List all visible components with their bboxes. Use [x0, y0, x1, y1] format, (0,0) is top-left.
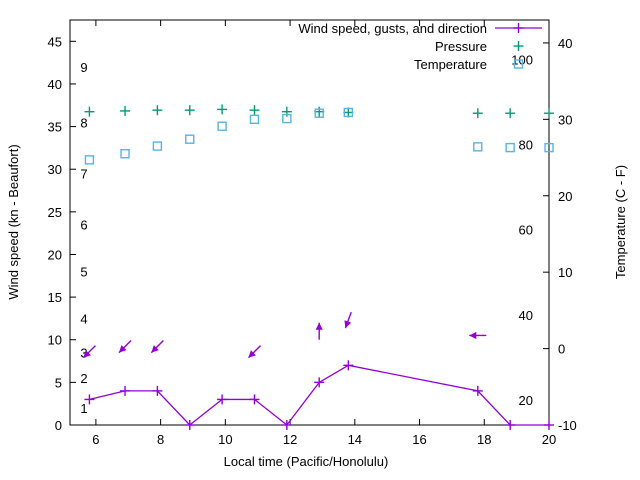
beaufort-scale-labels: 1 2 3 4 5 6 7 8 9 — [80, 60, 87, 416]
square-marker — [314, 108, 324, 118]
tick-label: 0 — [55, 418, 62, 433]
wind-direction-arrows — [82, 311, 487, 359]
y-axis-title: Wind speed (kn - Beaufort) — [6, 144, 21, 299]
square-marker — [84, 155, 95, 165]
beaufort-label-8: 8 — [80, 115, 87, 130]
tick-label: 10 — [218, 432, 232, 447]
wind-arrow-head — [119, 345, 127, 353]
square-marker — [249, 114, 260, 125]
legend-label-2: Pressure — [435, 39, 487, 54]
tick-label: 6 — [92, 432, 99, 447]
wind-arrow — [315, 322, 323, 340]
legend-label-1: Wind speed, gusts, and direction — [298, 21, 487, 36]
legend-label-3: Temperature — [414, 57, 487, 72]
series-wind-speed — [84, 360, 554, 430]
tick-label: 10 — [558, 265, 572, 280]
square-marker — [343, 107, 354, 118]
wind-arrow — [82, 345, 96, 359]
beaufort-label-7: 7 — [80, 166, 87, 181]
tick-label: 5 — [55, 375, 62, 390]
plot-frame — [69, 19, 550, 426]
square-marker — [505, 142, 515, 153]
tick-label: 20 — [558, 189, 572, 204]
wind-arrow — [344, 311, 352, 329]
square-marker — [185, 134, 195, 144]
fahrenheit-label-60: 60 — [519, 222, 533, 237]
fahrenheit-label-20: 20 — [519, 393, 533, 408]
y2-axis-title: Temperature (C - F) — [613, 165, 628, 279]
x-axis-title: Local time (Pacific/Honolulu) — [224, 454, 389, 469]
square-marker — [544, 142, 554, 153]
wind-arrow-head — [83, 350, 91, 358]
x-axis-ticks: 6 8 10 12 14 16 18 20 — [92, 20, 556, 447]
tick-label: 0 — [558, 342, 565, 357]
series-temperature — [84, 107, 554, 165]
fahrenheit-label-40: 40 — [519, 308, 533, 323]
tick-label: 35 — [48, 120, 62, 135]
fahrenheit-label-80: 80 — [519, 138, 533, 153]
tick-label: -10 — [558, 418, 577, 433]
square-marker — [120, 149, 130, 159]
wind-arrow-head — [151, 345, 159, 353]
square-marker — [282, 113, 292, 124]
chart-legend[interactable]: Wind speed, gusts, and direction Pressure… — [298, 21, 542, 72]
wind-arrow — [118, 340, 132, 354]
tick-label: 25 — [48, 205, 62, 220]
square-marker — [217, 121, 227, 131]
beaufort-label-5: 5 — [80, 265, 87, 280]
square-marker — [152, 141, 163, 151]
tick-label: 14 — [348, 432, 362, 447]
beaufort-label-1: 1 — [80, 401, 87, 416]
wind-arrow-head — [315, 322, 323, 330]
beaufort-label-6: 6 — [80, 218, 87, 233]
y-axis-ticks: 0 5 10 15 20 25 30 35 40 45 — [48, 34, 76, 433]
tick-label: 12 — [283, 432, 297, 447]
tick-label: 45 — [48, 34, 62, 49]
wind-arrow-head — [469, 331, 477, 340]
beaufort-label-4: 4 — [80, 311, 87, 326]
tick-label: 30 — [558, 112, 572, 127]
wind-arrow-head — [248, 350, 256, 358]
tick-label: 40 — [558, 36, 572, 51]
tick-label: 18 — [477, 432, 491, 447]
tick-label: 15 — [48, 290, 62, 305]
wind-arrow — [247, 345, 261, 359]
square-marker — [473, 142, 483, 152]
tick-label: 40 — [48, 77, 62, 92]
tick-label: 10 — [48, 333, 62, 348]
beaufort-label-3: 3 — [80, 346, 87, 361]
beaufort-label-2: 2 — [80, 371, 87, 386]
wind-arrow — [469, 331, 487, 340]
wind-speed-line — [89, 364, 549, 426]
tick-label: 16 — [412, 432, 426, 447]
tick-label: 30 — [48, 162, 62, 177]
tick-label: 8 — [157, 432, 164, 447]
tick-label: 20 — [48, 247, 62, 262]
y2-axis-ticks: -10 0 10 20 30 40 — [543, 36, 577, 433]
tick-label: 20 — [542, 432, 556, 447]
wind-arrow-head — [344, 320, 352, 329]
square-marker — [513, 59, 524, 69]
wind-arrow — [150, 340, 164, 354]
beaufort-label-9: 9 — [80, 60, 87, 75]
